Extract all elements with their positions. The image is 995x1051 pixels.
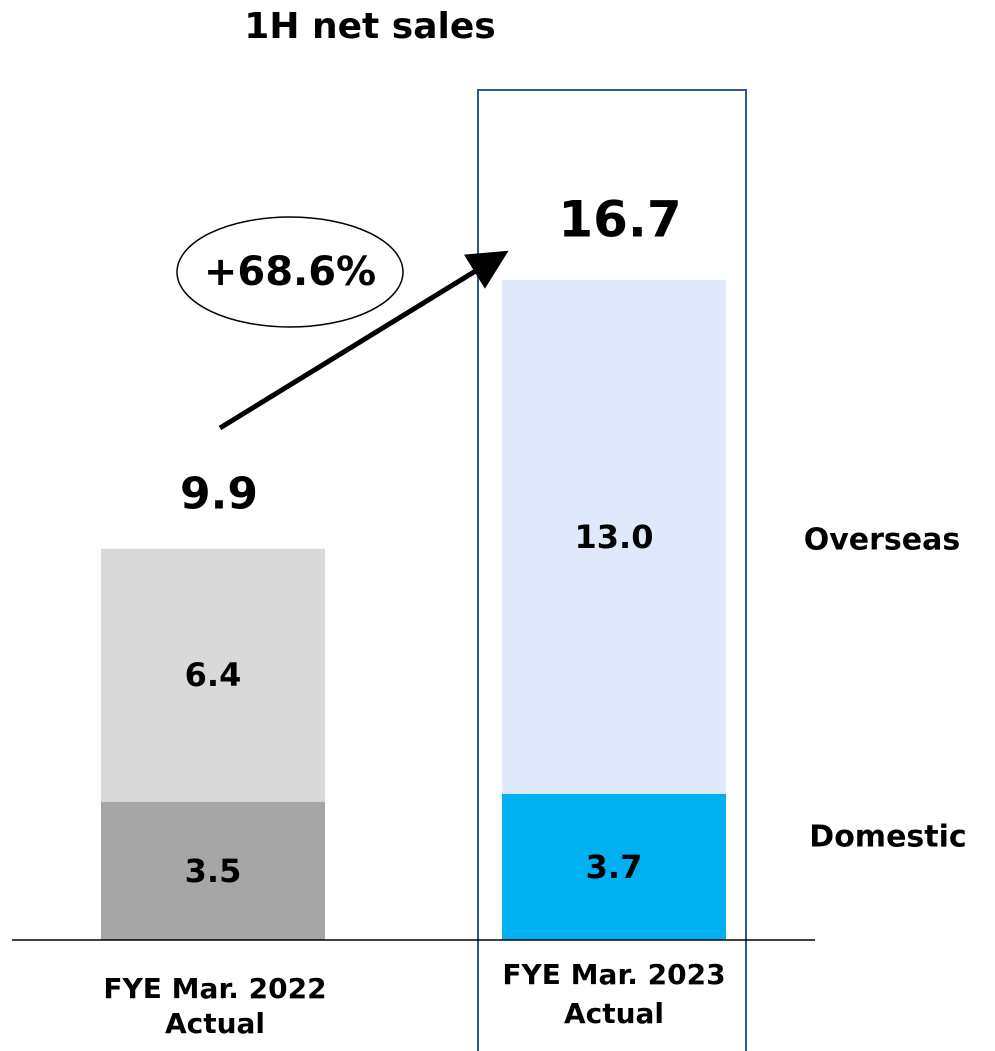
total-label: 9.9: [180, 469, 258, 520]
value-label: 3.7: [586, 848, 643, 886]
legend-label: Overseas: [804, 523, 961, 558]
value-label: 3.5: [185, 852, 242, 890]
value-label: 13.0: [575, 518, 654, 556]
chart-title: 1H net sales: [244, 6, 495, 47]
bar-segment: [502, 793, 726, 940]
highlight-box: [477, 89, 747, 1051]
legend-label: Domestic: [809, 820, 966, 855]
value-label: 6.4: [185, 656, 242, 694]
total-label: 16.7: [558, 191, 681, 249]
x-tick-label: Actual: [564, 997, 664, 1030]
annotation: +68.6%: [204, 249, 376, 295]
bar-segment: [101, 801, 325, 940]
x-tick-label: FYE Mar. 2023: [502, 958, 725, 991]
bar-segment: [101, 548, 325, 802]
annotation-ellipse: [176, 216, 404, 328]
bar-segment: [502, 280, 726, 794]
growth-arrow: [218, 250, 509, 431]
x-tick-label: FYE Mar. 2022: [103, 972, 326, 1005]
x-tick-label: Actual: [165, 1007, 265, 1040]
